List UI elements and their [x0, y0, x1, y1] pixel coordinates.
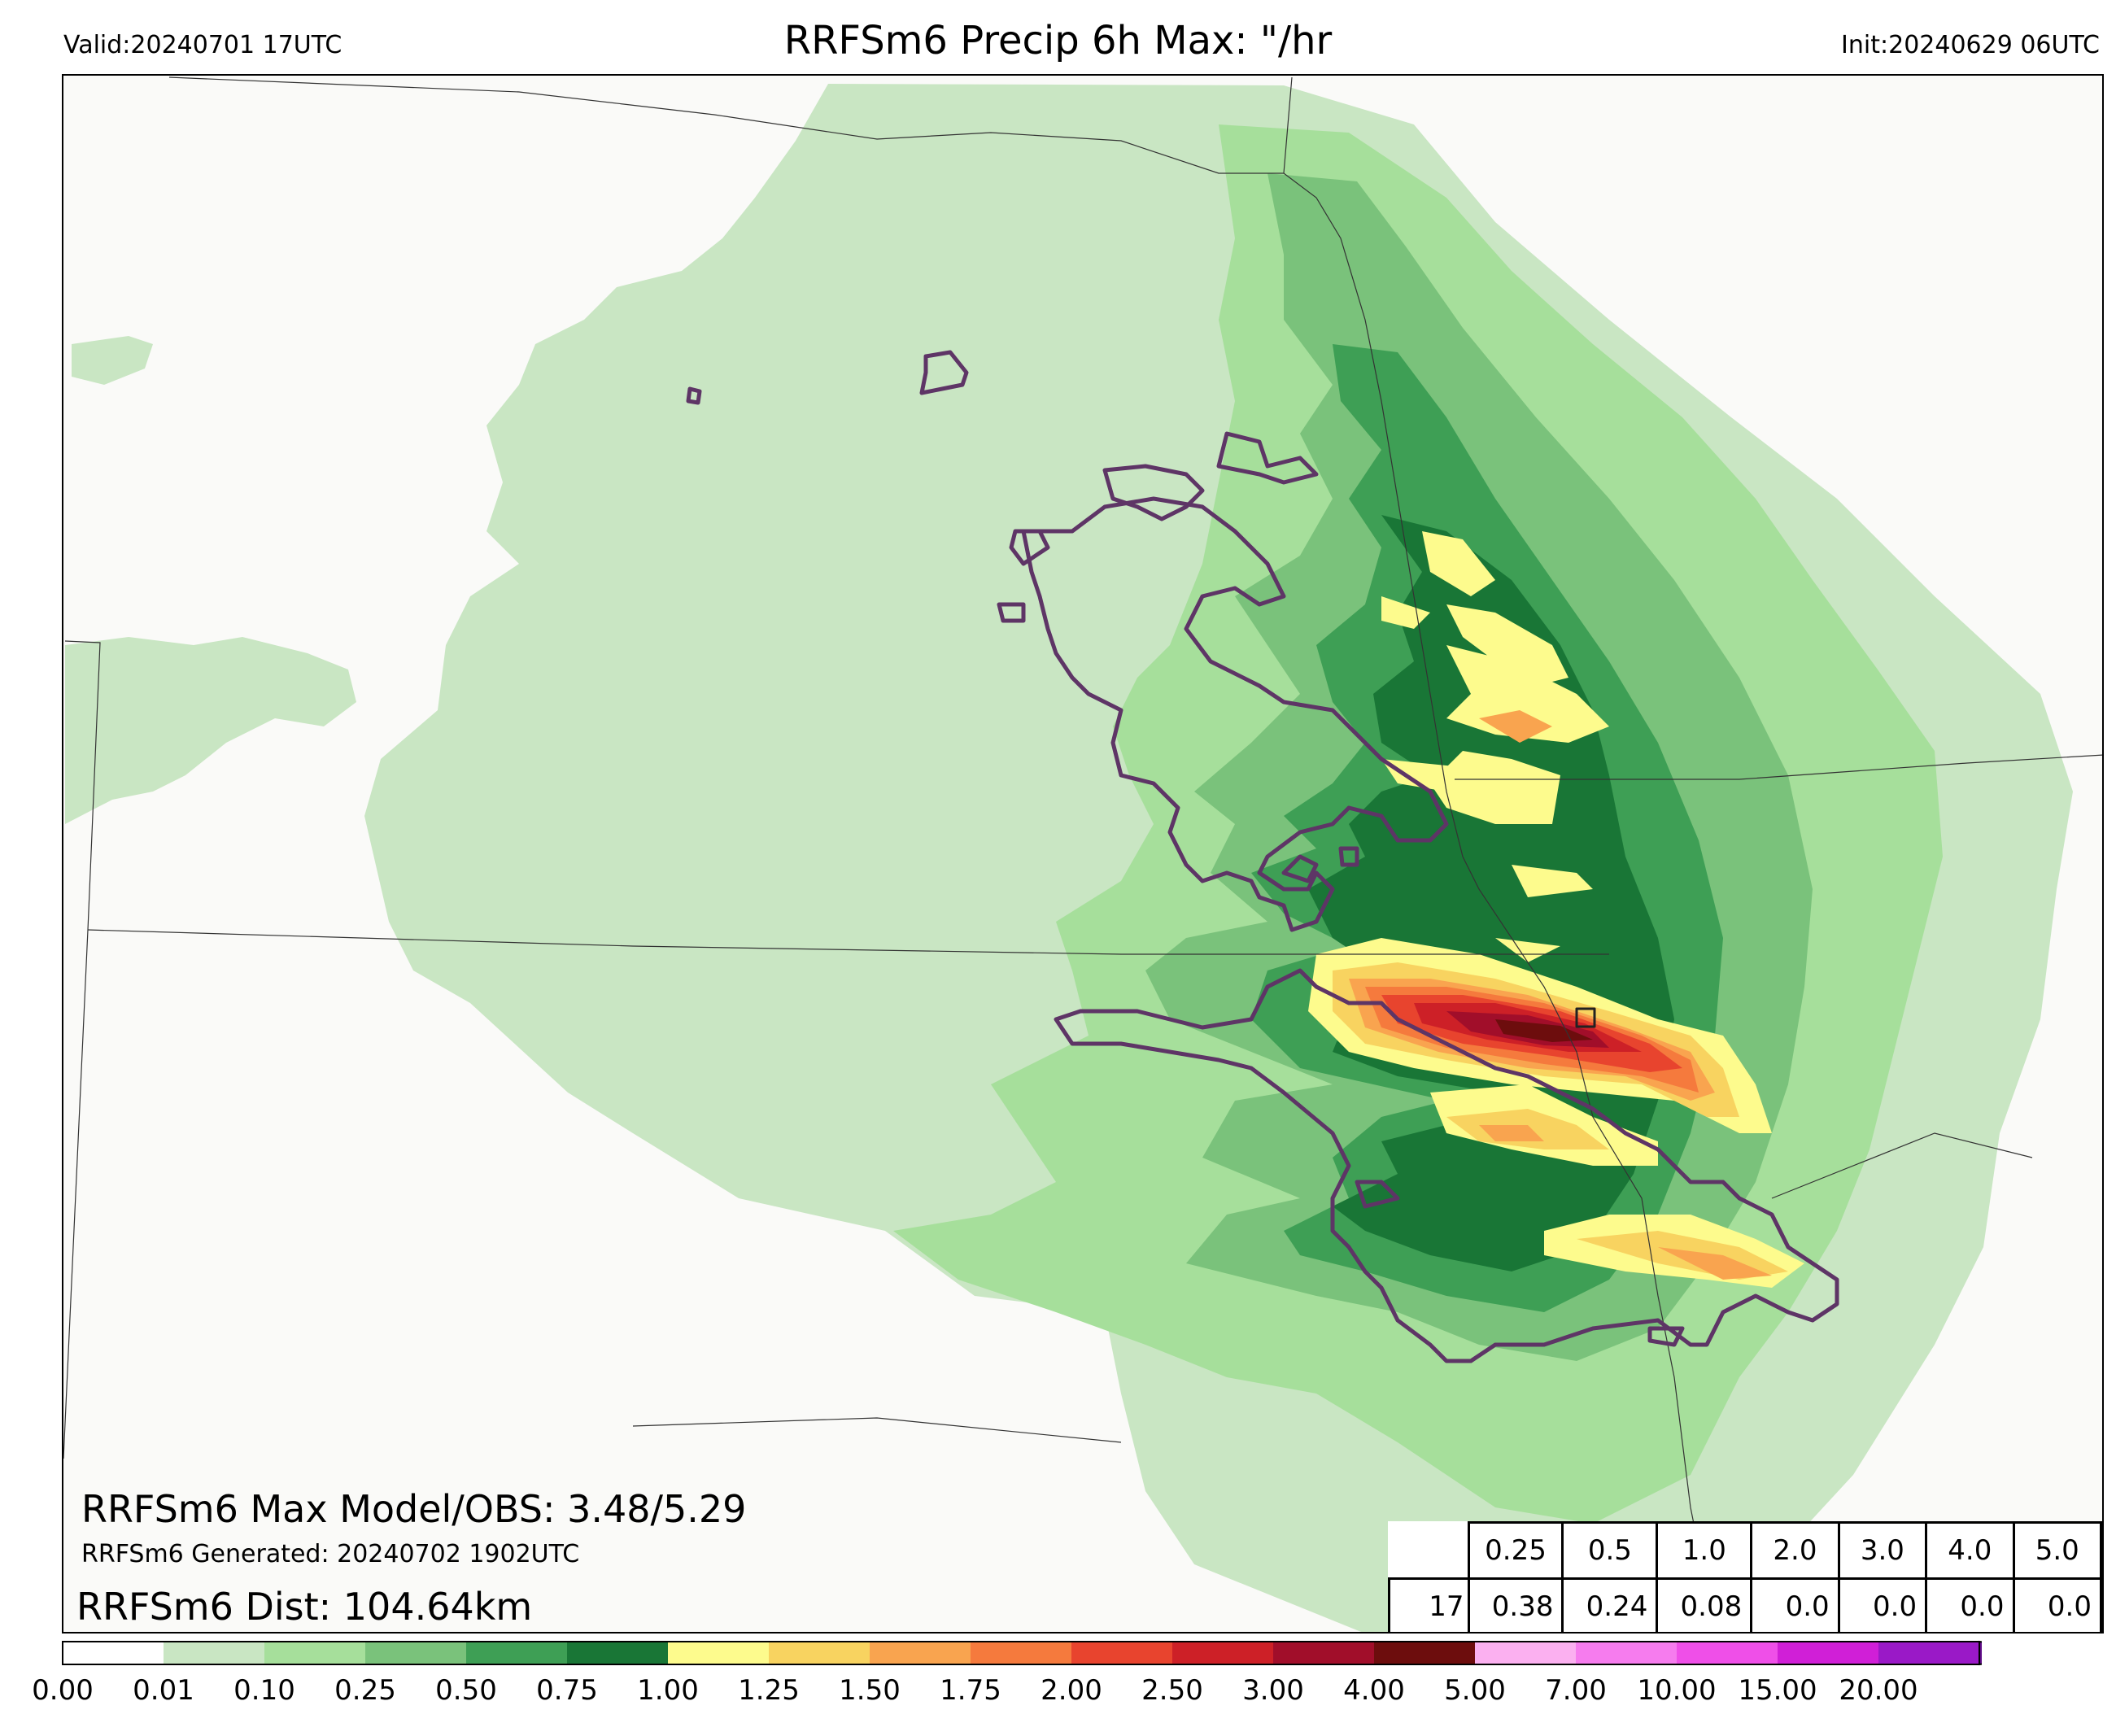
colorbar-tick-label: 1.75	[940, 1674, 1001, 1707]
colorbar-tick-label: 2.00	[1041, 1674, 1102, 1707]
colorbar-segment	[1576, 1642, 1677, 1664]
precip-region-lightest-west	[65, 637, 356, 824]
colorbar-tick-label: 1.00	[637, 1674, 699, 1707]
threshold-header: 3.0	[1837, 1521, 1928, 1580]
colorbar-segment	[365, 1642, 466, 1664]
threshold-header-row: 0.25 0.5 1.0 2.0 3.0 4.0 5.0	[1390, 1521, 2102, 1580]
threshold-value-row: 17 0.38 0.24 0.08 0.0 0.0 0.0 0.0	[1388, 1577, 2102, 1632]
threshold-table: 0.25 0.5 1.0 2.0 3.0 4.0 5.0 17 0.38 0.2…	[1388, 1521, 2102, 1632]
colorbar-tick-label: 3.00	[1242, 1674, 1304, 1707]
valid-time-label: Valid:20240701 17UTC	[63, 31, 342, 59]
colorbar-tick-label: 7.00	[1545, 1674, 1607, 1707]
obs-contours	[686, 350, 1839, 1363]
generated-time-label: RRFSm6 Generated: 20240702 1902UTC	[81, 1540, 580, 1568]
state-boundaries	[63, 76, 2102, 1630]
threshold-value: 0.38	[1467, 1577, 1564, 1632]
colorbar-tick-label: 1.50	[839, 1674, 901, 1707]
colorbar-segment	[466, 1642, 567, 1664]
colorbar-segment	[668, 1642, 769, 1664]
colorbar-tick-label: 0.01	[133, 1674, 194, 1707]
colorbar-segment	[769, 1642, 870, 1664]
colorbar	[62, 1640, 1982, 1666]
precip-region-lightest-nw	[72, 336, 153, 385]
threshold-header: 2.0	[1750, 1521, 1840, 1580]
precip-map: RRFSm6 Max Model/OBS: 3.48/5.29 RRFSm6 G…	[62, 74, 2104, 1633]
threshold-value: 0.0	[1750, 1577, 1840, 1632]
colorbar-segment	[1677, 1642, 1778, 1664]
threshold-value: 0.0	[1925, 1577, 2015, 1632]
colorbar-segment	[1374, 1642, 1475, 1664]
init-time-label: Init:20240629 06UTC	[1841, 31, 2100, 59]
threshold-value: 0.08	[1656, 1577, 1753, 1632]
colorbar-tick-label: 5.00	[1444, 1674, 1506, 1707]
colorbar-ticks: 0.00 0.01 0.10 0.25 0.50 0.75 1.00 1.25 1.50 1.75…	[0, 1674, 2116, 1715]
colorbar-segment	[1273, 1642, 1374, 1664]
table-corner	[1390, 1523, 1469, 1579]
hour-cell: 17	[1388, 1577, 1470, 1632]
colorbar-segment	[1878, 1642, 1979, 1664]
colorbar-outline	[62, 1641, 1980, 1665]
map-canvas	[63, 76, 2102, 1632]
colorbar-tick-label: 0.25	[334, 1674, 396, 1707]
colorbar-segment	[1071, 1642, 1172, 1664]
chart-title: RRFSm6 Precip 6h Max: "/hr	[783, 18, 1333, 63]
max-model-obs-label: RRFSm6 Max Model/OBS: 3.48/5.29	[81, 1487, 747, 1531]
colorbar-tick-label: 0.75	[536, 1674, 598, 1707]
threshold-header: 0.5	[1561, 1521, 1659, 1580]
colorbar-segment	[264, 1642, 365, 1664]
distance-label: RRFSm6 Dist: 104.64km	[76, 1585, 533, 1629]
threshold-header: 0.25	[1467, 1521, 1564, 1580]
threshold-value: 0.24	[1561, 1577, 1659, 1632]
colorbar-segment	[164, 1642, 264, 1664]
colorbar-tick-label: 10.00	[1637, 1674, 1717, 1707]
colorbar-tick-label: 20.00	[1839, 1674, 1918, 1707]
colorbar-tick-label: 1.25	[738, 1674, 800, 1707]
colorbar-segment	[1172, 1642, 1273, 1664]
colorbar-segment	[971, 1642, 1071, 1664]
colorbar-segment	[1778, 1642, 1878, 1664]
colorbar-tick-label: 0.10	[233, 1674, 295, 1707]
colorbar-segment	[1475, 1642, 1576, 1664]
threshold-value: 0.0	[1837, 1577, 1928, 1632]
threshold-header: 4.0	[1925, 1521, 2015, 1580]
colorbar-tick-label: 4.00	[1343, 1674, 1405, 1707]
threshold-header: 5.0	[2012, 1521, 2102, 1580]
threshold-header: 1.0	[1656, 1521, 1753, 1580]
colorbar-tick-label: 15.00	[1738, 1674, 1817, 1707]
colorbar-segment	[567, 1642, 668, 1664]
colorbar-segment	[870, 1642, 971, 1664]
colorbar-segment	[63, 1642, 164, 1664]
threshold-value: 0.0	[2012, 1577, 2102, 1632]
colorbar-tick-label: 2.50	[1141, 1674, 1203, 1707]
colorbar-tick-label: 0.50	[435, 1674, 497, 1707]
colorbar-tick-label: 0.00	[32, 1674, 94, 1707]
